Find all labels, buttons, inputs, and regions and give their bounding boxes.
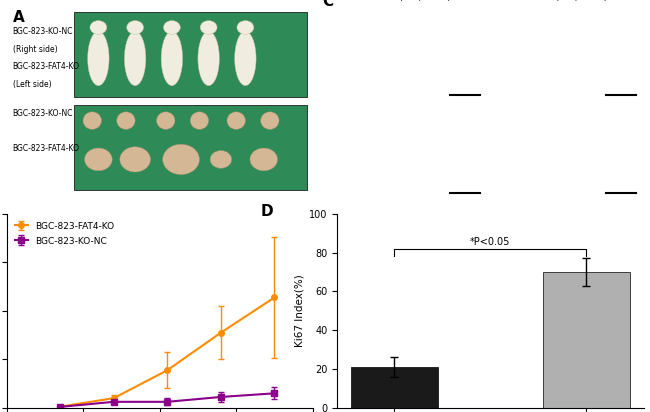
- Ellipse shape: [83, 112, 101, 129]
- Text: *P<0.05: *P<0.05: [470, 237, 510, 247]
- Title: Ki67  (IHC, 200X): Ki67 (IHC, 200X): [530, 0, 607, 2]
- Text: BGC-823-FAT4-KO: BGC-823-FAT4-KO: [12, 144, 79, 153]
- Ellipse shape: [127, 21, 144, 34]
- Text: (Right side): (Right side): [12, 45, 57, 54]
- Ellipse shape: [90, 21, 107, 34]
- Ellipse shape: [84, 148, 112, 171]
- Title: FAT4  (IHC, 200X): FAT4 (IHC, 200X): [373, 0, 451, 2]
- Ellipse shape: [124, 31, 146, 86]
- Ellipse shape: [190, 112, 209, 129]
- Ellipse shape: [237, 21, 254, 34]
- Bar: [543, 272, 630, 408]
- Ellipse shape: [117, 112, 135, 129]
- Ellipse shape: [198, 31, 219, 86]
- Y-axis label: BGC-823-KO-NC: BGC-823-KO-NC: [214, 47, 281, 56]
- Ellipse shape: [250, 148, 278, 171]
- Ellipse shape: [235, 31, 256, 86]
- Ellipse shape: [162, 144, 200, 175]
- Text: C: C: [322, 0, 333, 9]
- Ellipse shape: [157, 112, 175, 129]
- Text: BGC-823-FAT4-KO: BGC-823-FAT4-KO: [12, 62, 79, 71]
- Legend: BGC-823-FAT4-KO, BGC-823-KO-NC: BGC-823-FAT4-KO, BGC-823-KO-NC: [11, 218, 118, 249]
- Ellipse shape: [227, 112, 246, 129]
- Bar: [351, 367, 437, 408]
- Ellipse shape: [88, 31, 109, 86]
- Text: (Left side): (Left side): [12, 80, 51, 89]
- Y-axis label: Ki67 Index(%): Ki67 Index(%): [295, 274, 305, 347]
- FancyBboxPatch shape: [74, 105, 307, 190]
- Ellipse shape: [261, 112, 279, 129]
- Text: D: D: [261, 204, 273, 219]
- Ellipse shape: [200, 21, 217, 34]
- Text: BGC-823-KO-NC: BGC-823-KO-NC: [12, 28, 73, 36]
- Text: BGC-823-KO-NC: BGC-823-KO-NC: [12, 109, 73, 118]
- Ellipse shape: [210, 150, 231, 168]
- Ellipse shape: [163, 21, 180, 34]
- Text: A: A: [12, 10, 25, 25]
- Ellipse shape: [161, 31, 183, 86]
- FancyBboxPatch shape: [74, 12, 307, 97]
- Ellipse shape: [120, 147, 150, 172]
